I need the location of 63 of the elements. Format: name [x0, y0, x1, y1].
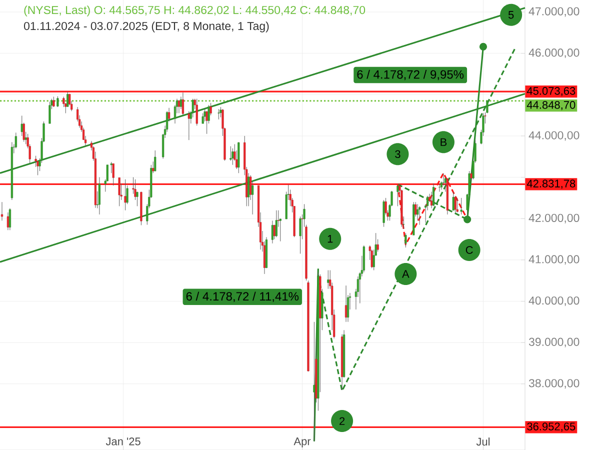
y-tick-label: 41.000,00 [528, 255, 580, 265]
candlestick [182, 92, 184, 116]
y-tick-label: 46.000,00 [528, 48, 580, 58]
annotation: 5 [508, 11, 514, 19]
candlestick [118, 177, 120, 206]
annotation: 6 / 4.178,72 / 9,95% [357, 70, 464, 80]
candlestick [460, 198, 462, 215]
candlestick [452, 191, 454, 211]
candlestick [36, 160, 39, 176]
candlestick [188, 110, 190, 140]
candlestick [404, 232, 407, 248]
annotation: C [466, 246, 473, 254]
x-tick-label: Jan '25 [106, 438, 140, 446]
y-tick-label: 47.000,00 [528, 7, 580, 17]
annotation: 3 [395, 150, 400, 158]
ref-line-label: 44.848,70 [526, 101, 576, 110]
chart-title: (NYSE, Last) O: 44.565,75 H: 44.862,02 L: 44.550,42 C: 44.848,70 [24, 6, 366, 16]
ref-line-label: 42.831,78 [526, 180, 576, 189]
candlestick [362, 245, 365, 273]
ref-line-label: 36.952,65 [527, 422, 576, 432]
candlestick [154, 150, 156, 172]
annotation: 1 [328, 235, 333, 243]
candlestick [444, 177, 446, 192]
annotation: A [402, 270, 410, 278]
candlestick [456, 198, 458, 213]
candlestick [414, 202, 417, 217]
candlestick [52, 96, 55, 108]
candlestick [418, 206, 421, 226]
candlestick [112, 163, 114, 186]
candlestick [232, 148, 234, 166]
candlestick [196, 98, 198, 126]
candlestick [0, 202, 4, 221]
y-tick-label: 40.000,00 [528, 296, 580, 306]
candlestick [344, 285, 348, 322]
candlestick [202, 112, 204, 124]
candlestick [98, 177, 100, 215]
candlestick [327, 270, 330, 290]
candlestick [275, 210, 278, 238]
candlestick [382, 200, 385, 228]
candlestick [416, 204, 419, 221]
candlestick [6, 212, 10, 230]
y-tick-label: 44.000,00 [528, 131, 580, 141]
candlestick [48, 101, 51, 124]
x-tick-label: Apr [294, 438, 311, 448]
y-tick-label: 42.000,00 [528, 214, 580, 224]
y-tick-label: 39.000,00 [528, 338, 580, 348]
candlestick [230, 146, 232, 161]
candlestick [8, 208, 11, 230]
candlestick [454, 196, 456, 213]
candlestick [370, 249, 373, 268]
annotation: 6 / 4.178,72 / 11,41% [186, 292, 299, 302]
ref-line-label: 45.073,63 [526, 87, 576, 96]
candlestick [438, 183, 441, 192]
y-tick-label: 38.000,00 [528, 379, 580, 389]
annotation: B [440, 138, 447, 146]
annotation: 2 [340, 417, 345, 425]
candlestick [218, 108, 220, 120]
candlestick [271, 220, 274, 244]
candlestick [56, 96, 59, 108]
candlestick [299, 216, 302, 254]
x-tick-label: Jul [476, 438, 490, 446]
text: 01.11.2024 - 03.07.2025 (EDT, 8 Monate, 1 Tag) [24, 22, 269, 32]
candlestick [124, 179, 126, 211]
